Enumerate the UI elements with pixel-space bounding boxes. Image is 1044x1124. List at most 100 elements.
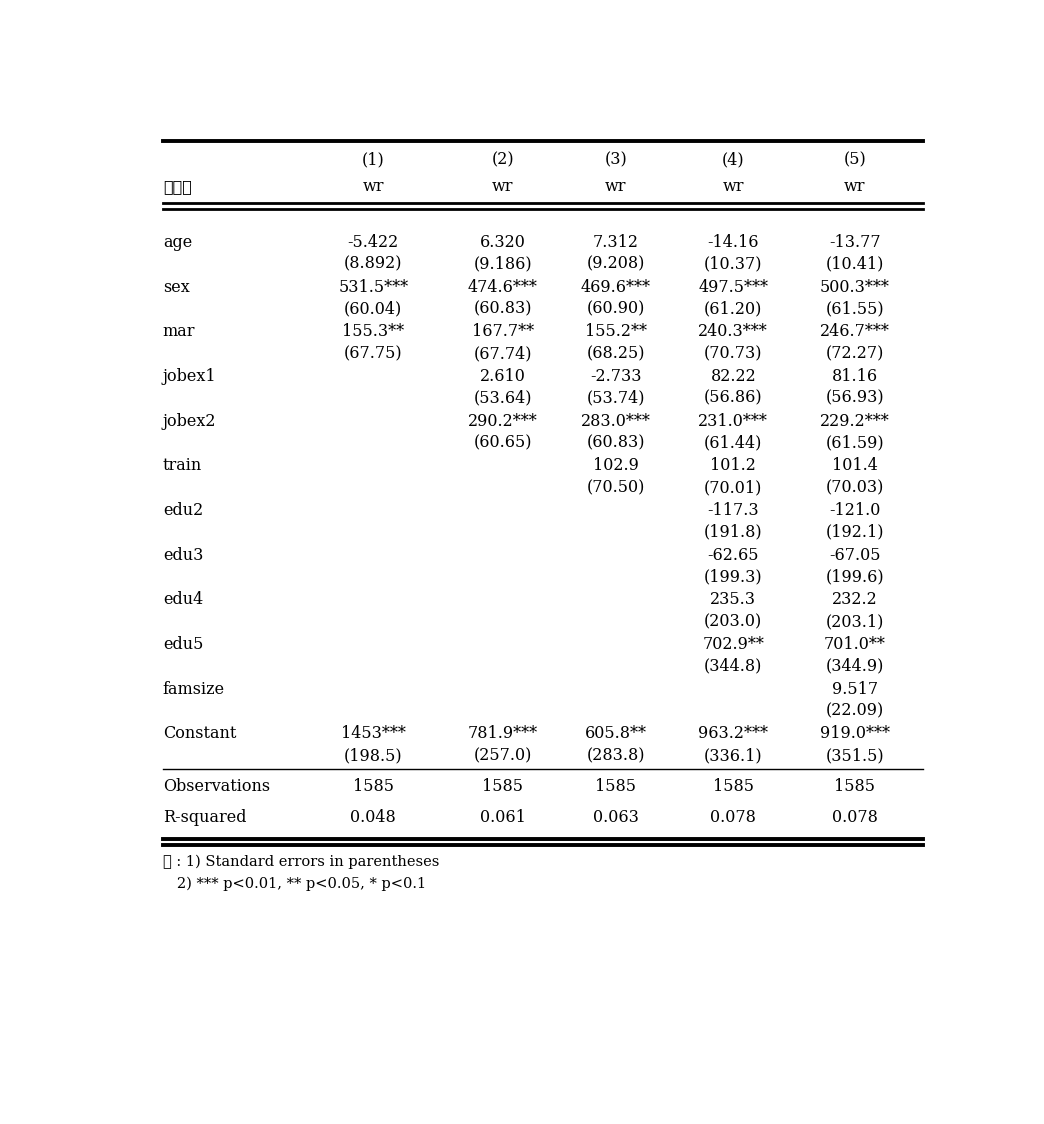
Text: (60.83): (60.83) bbox=[587, 434, 645, 452]
Text: (9.186): (9.186) bbox=[473, 256, 532, 273]
Text: edu2: edu2 bbox=[163, 502, 204, 519]
Text: 82.22: 82.22 bbox=[710, 369, 756, 386]
Text: 6.320: 6.320 bbox=[480, 234, 525, 251]
Text: edu4: edu4 bbox=[163, 591, 204, 608]
Text: 229.2***: 229.2*** bbox=[820, 413, 889, 429]
Text: edu5: edu5 bbox=[163, 636, 204, 653]
Text: wr: wr bbox=[844, 178, 865, 194]
Text: 605.8**: 605.8** bbox=[585, 725, 647, 743]
Text: 781.9***: 781.9*** bbox=[468, 725, 538, 743]
Text: 500.3***: 500.3*** bbox=[820, 279, 889, 296]
Text: 102.9: 102.9 bbox=[593, 457, 639, 474]
Text: -13.77: -13.77 bbox=[829, 234, 880, 251]
Text: (53.64): (53.64) bbox=[473, 390, 532, 407]
Text: 1453***: 1453*** bbox=[340, 725, 406, 743]
Text: (60.65): (60.65) bbox=[473, 434, 532, 452]
Text: wr: wr bbox=[492, 178, 514, 194]
Text: (70.50): (70.50) bbox=[587, 479, 645, 496]
Text: (70.01): (70.01) bbox=[704, 479, 762, 496]
Text: 9.517: 9.517 bbox=[832, 681, 878, 698]
Text: 155.3**: 155.3** bbox=[342, 324, 404, 341]
Text: (60.04): (60.04) bbox=[345, 300, 402, 317]
Text: (203.1): (203.1) bbox=[826, 613, 884, 631]
Text: 702.9**: 702.9** bbox=[703, 636, 764, 653]
Text: 246.7***: 246.7*** bbox=[820, 324, 889, 341]
Text: 101.2: 101.2 bbox=[710, 457, 756, 474]
Text: 167.7**: 167.7** bbox=[472, 324, 533, 341]
Text: sex: sex bbox=[163, 279, 190, 296]
Text: 497.5***: 497.5*** bbox=[698, 279, 768, 296]
Text: (5): (5) bbox=[844, 151, 867, 167]
Text: 주 : 1) Standard errors in parentheses: 주 : 1) Standard errors in parentheses bbox=[163, 854, 440, 869]
Text: (67.75): (67.75) bbox=[343, 345, 403, 362]
Text: (53.74): (53.74) bbox=[587, 390, 645, 407]
Text: jobex2: jobex2 bbox=[163, 413, 216, 429]
Text: 963.2***: 963.2*** bbox=[698, 725, 768, 743]
Text: 701.0**: 701.0** bbox=[824, 636, 885, 653]
Text: (199.3): (199.3) bbox=[704, 569, 762, 586]
Text: (257.0): (257.0) bbox=[474, 747, 531, 764]
Text: train: train bbox=[163, 457, 203, 474]
Text: 1585: 1585 bbox=[713, 778, 754, 795]
Text: 0.063: 0.063 bbox=[593, 808, 639, 826]
Text: (3): (3) bbox=[604, 151, 627, 167]
Text: 231.0***: 231.0*** bbox=[698, 413, 768, 429]
Text: (203.0): (203.0) bbox=[704, 613, 762, 631]
Text: 919.0***: 919.0*** bbox=[820, 725, 889, 743]
Text: famsize: famsize bbox=[163, 681, 226, 698]
Text: (4): (4) bbox=[722, 151, 744, 167]
Text: -117.3: -117.3 bbox=[708, 502, 759, 519]
Text: Observations: Observations bbox=[163, 778, 270, 795]
Text: 474.6***: 474.6*** bbox=[468, 279, 538, 296]
Text: (67.74): (67.74) bbox=[473, 345, 532, 362]
Text: 0.061: 0.061 bbox=[480, 808, 525, 826]
Text: 283.0***: 283.0*** bbox=[582, 413, 650, 429]
Text: 155.2**: 155.2** bbox=[585, 324, 647, 341]
Text: (70.73): (70.73) bbox=[704, 345, 762, 362]
Text: wr: wr bbox=[362, 178, 384, 194]
Text: (9.208): (9.208) bbox=[587, 256, 645, 273]
Text: (192.1): (192.1) bbox=[826, 524, 884, 541]
Text: (344.8): (344.8) bbox=[704, 658, 762, 674]
Text: 101.4: 101.4 bbox=[832, 457, 878, 474]
Text: R-squared: R-squared bbox=[163, 808, 246, 826]
Text: (283.8): (283.8) bbox=[587, 747, 645, 764]
Text: -14.16: -14.16 bbox=[708, 234, 759, 251]
Text: edu3: edu3 bbox=[163, 546, 204, 564]
Text: 0.048: 0.048 bbox=[351, 808, 396, 826]
Text: (336.1): (336.1) bbox=[704, 747, 762, 764]
Text: (198.5): (198.5) bbox=[343, 747, 403, 764]
Text: 240.3***: 240.3*** bbox=[698, 324, 768, 341]
Text: (191.8): (191.8) bbox=[704, 524, 762, 541]
Text: 2) *** p<0.01, ** p<0.05, * p<0.1: 2) *** p<0.01, ** p<0.05, * p<0.1 bbox=[163, 876, 426, 890]
Text: (8.892): (8.892) bbox=[343, 256, 403, 273]
Text: 0.078: 0.078 bbox=[710, 808, 756, 826]
Text: wr: wr bbox=[722, 178, 744, 194]
Text: Constant: Constant bbox=[163, 725, 236, 743]
Text: (10.41): (10.41) bbox=[826, 256, 884, 273]
Text: -62.65: -62.65 bbox=[708, 546, 759, 564]
Text: 290.2***: 290.2*** bbox=[468, 413, 538, 429]
Text: (60.83): (60.83) bbox=[473, 300, 532, 317]
Text: 0.078: 0.078 bbox=[832, 808, 878, 826]
Text: (56.86): (56.86) bbox=[704, 390, 762, 407]
Text: 81.16: 81.16 bbox=[832, 369, 878, 386]
Text: (344.9): (344.9) bbox=[826, 658, 884, 674]
Text: (351.5): (351.5) bbox=[826, 747, 884, 764]
Text: (1): (1) bbox=[362, 151, 384, 167]
Text: 469.6***: 469.6*** bbox=[580, 279, 651, 296]
Text: -2.733: -2.733 bbox=[590, 369, 642, 386]
Text: jobex1: jobex1 bbox=[163, 369, 216, 386]
Text: -67.05: -67.05 bbox=[829, 546, 880, 564]
Text: (10.37): (10.37) bbox=[704, 256, 762, 273]
Text: 235.3: 235.3 bbox=[710, 591, 756, 608]
Text: (56.93): (56.93) bbox=[826, 390, 884, 407]
Text: (70.03): (70.03) bbox=[826, 479, 884, 496]
Text: wr: wr bbox=[606, 178, 626, 194]
Text: 232.2: 232.2 bbox=[832, 591, 878, 608]
Text: (61.55): (61.55) bbox=[826, 300, 884, 317]
Text: (60.90): (60.90) bbox=[587, 300, 645, 317]
Text: 1585: 1585 bbox=[834, 778, 875, 795]
Text: (72.27): (72.27) bbox=[826, 345, 884, 362]
Text: 7.312: 7.312 bbox=[593, 234, 639, 251]
